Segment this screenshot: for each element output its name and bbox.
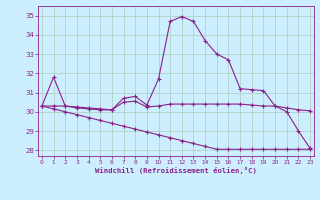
- X-axis label: Windchill (Refroidissement éolien,°C): Windchill (Refroidissement éolien,°C): [95, 167, 257, 174]
